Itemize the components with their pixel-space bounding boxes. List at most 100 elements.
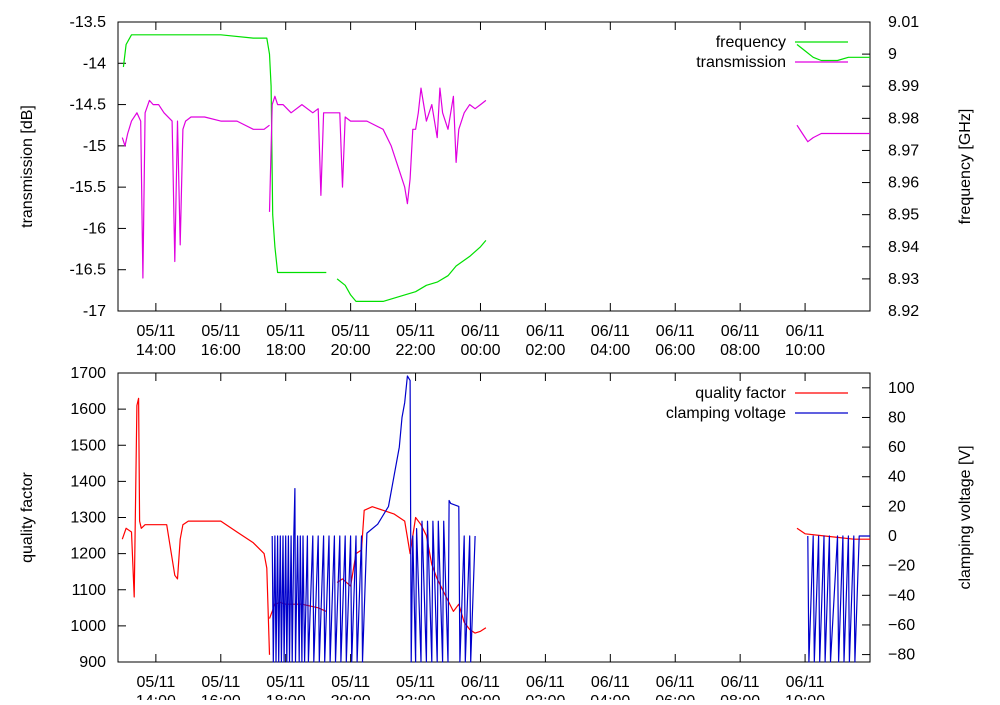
y2-tick-label: −20	[888, 558, 915, 575]
y2-tick-label: −60	[888, 617, 915, 634]
y-tick-label: 1500	[70, 437, 106, 454]
series-line-frequency-0	[122, 34, 327, 274]
y2-axis-label: clamping voltage [V]	[957, 445, 974, 589]
y2-tick-label: 60	[888, 439, 906, 456]
x-tick-day-label: 06/11	[721, 323, 760, 340]
y2-tick-label: 8.96	[888, 175, 919, 192]
x-tick-day-label: 06/11	[461, 674, 500, 691]
chart-panel-0	[117, 21, 871, 312]
x-tick-time-label: 04:00	[590, 693, 630, 700]
x-tick-day-label: 05/11	[266, 674, 305, 691]
y-tick-label: -15.5	[70, 179, 107, 196]
x-tick-time-label: 08:00	[720, 342, 760, 359]
x-tick-day-label: 06/11	[721, 674, 760, 691]
y-tick-label: 1600	[70, 401, 106, 418]
chart-panel-1	[117, 372, 871, 663]
x-tick-day-label: 06/11	[526, 323, 565, 340]
x-tick-day-label: 05/11	[396, 674, 435, 691]
y2-tick-label: 8.95	[888, 207, 919, 224]
x-tick-time-label: 22:00	[396, 693, 436, 700]
legend-label: quality factor	[695, 385, 786, 402]
legend-label: frequency	[716, 34, 786, 51]
x-tick-time-label: 08:00	[720, 693, 760, 700]
y2-tick-label: −40	[888, 587, 915, 604]
x-tick-time-label: 18:00	[266, 342, 306, 359]
y2-tick-label: 8.98	[888, 110, 919, 127]
series-line-transmission-2	[796, 124, 870, 143]
x-tick-day-label: 05/11	[136, 674, 175, 691]
x-tick-time-label: 14:00	[136, 693, 176, 700]
y-tick-label: 1400	[70, 473, 106, 490]
y-tick-label: -16	[83, 220, 106, 237]
y-tick-label: -13.5	[70, 14, 107, 31]
y2-tick-label: −80	[888, 647, 915, 664]
series-line-quality-factor-0	[121, 397, 271, 655]
y-tick-label: 1200	[70, 546, 106, 563]
x-tick-day-label: 05/11	[266, 323, 305, 340]
y-tick-label: 1000	[70, 618, 106, 635]
x-tick-day-label: 05/11	[396, 323, 435, 340]
y2-tick-label: 9.01	[888, 14, 919, 31]
x-tick-time-label: 14:00	[136, 342, 176, 359]
series-line-transmission-0	[121, 99, 270, 279]
x-tick-time-label: 22:00	[396, 342, 436, 359]
x-tick-day-label: 05/11	[331, 674, 370, 691]
series-line-frequency-1	[336, 240, 487, 302]
series-line-clamping-voltage-0	[271, 375, 476, 663]
x-tick-time-label: 06:00	[655, 342, 695, 359]
x-tick-time-label: 00:00	[460, 342, 500, 359]
y-tick-label: 900	[79, 654, 106, 671]
y-tick-label: -14.5	[70, 97, 107, 114]
x-tick-day-label: 06/11	[461, 323, 500, 340]
y-tick-label: -16.5	[70, 262, 107, 279]
y2-tick-label: 80	[888, 409, 906, 426]
x-tick-day-label: 06/11	[656, 323, 695, 340]
x-tick-day-label: 06/11	[786, 674, 825, 691]
x-tick-time-label: 02:00	[525, 693, 565, 700]
y2-tick-label: 9	[888, 46, 897, 63]
series-line-frequency-2	[796, 44, 870, 62]
x-tick-time-label: 04:00	[590, 342, 630, 359]
x-tick-time-label: 16:00	[201, 342, 241, 359]
x-tick-day-label: 05/11	[136, 323, 175, 340]
y2-tick-label: 8.94	[888, 239, 919, 256]
legend-label: clamping voltage	[666, 405, 786, 422]
y-tick-label: 1300	[70, 510, 106, 527]
y-tick-label: 1100	[72, 582, 107, 599]
x-tick-time-label: 06:00	[655, 693, 695, 700]
x-tick-day-label: 05/11	[201, 323, 240, 340]
y2-tick-label: 8.92	[888, 303, 919, 320]
x-tick-day-label: 05/11	[201, 674, 240, 691]
y-axis-label: transmission [dB]	[19, 105, 36, 228]
y-axis-label: quality factor	[19, 471, 36, 562]
x-tick-day-label: 06/11	[786, 323, 825, 340]
x-tick-day-label: 06/11	[591, 674, 630, 691]
x-tick-day-label: 06/11	[591, 323, 630, 340]
y-tick-label: 1700	[70, 365, 106, 382]
x-tick-time-label: 10:00	[785, 693, 825, 700]
series-line-transmission-1	[268, 87, 487, 212]
x-tick-day-label: 06/11	[526, 674, 565, 691]
series-line-clamping-voltage-1	[807, 535, 870, 663]
x-tick-time-label: 16:00	[201, 693, 241, 700]
y-tick-label: -17	[83, 303, 106, 320]
y2-tick-label: 20	[888, 498, 906, 515]
y2-tick-label: 8.93	[888, 271, 919, 288]
y2-tick-label: 8.97	[888, 142, 919, 159]
plot-frame-0	[117, 21, 871, 312]
y-tick-label: -15	[83, 138, 106, 155]
x-tick-day-label: 05/11	[331, 323, 370, 340]
x-tick-day-label: 06/11	[656, 674, 695, 691]
y2-tick-label: 8.99	[888, 78, 919, 95]
x-tick-time-label: 20:00	[331, 342, 371, 359]
y2-tick-label: 40	[888, 469, 906, 486]
y2-tick-label: 100	[888, 380, 915, 397]
y2-axis-label: frequency [GHz]	[957, 109, 974, 225]
x-tick-time-label: 00:00	[460, 693, 500, 700]
x-tick-time-label: 20:00	[331, 693, 371, 700]
x-tick-time-label: 18:00	[266, 693, 306, 700]
y2-tick-label: 0	[888, 528, 897, 545]
legend-label: transmission	[696, 54, 786, 71]
